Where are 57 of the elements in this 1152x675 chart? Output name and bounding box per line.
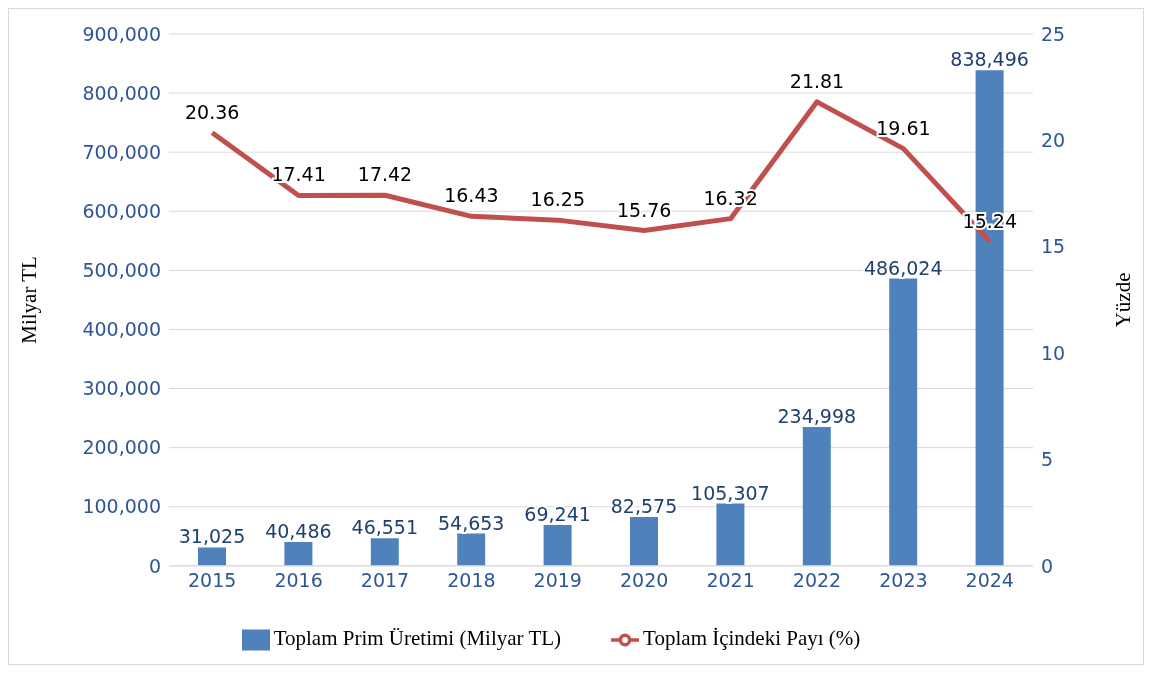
x-tick-label: 2018 <box>447 569 496 592</box>
legend-label: Toplam Prim Üretimi (Milyar TL) <box>273 625 562 650</box>
y2-tick-label: 15 <box>1041 235 1066 258</box>
data-label: 486,024 <box>863 256 943 279</box>
y-tick-label: 500,000 <box>82 259 161 282</box>
data-label: 21.81 <box>789 69 845 92</box>
x-tick-label: 2020 <box>620 569 669 592</box>
y-tick-label: 400,000 <box>82 318 161 341</box>
bar <box>716 503 745 566</box>
data-label: 16.25 <box>530 188 585 211</box>
y2-tick-label: 5 <box>1041 448 1054 471</box>
y-tick-label: 600,000 <box>82 200 161 223</box>
data-label: 105,307 <box>691 481 770 504</box>
x-tick-label: 2017 <box>360 569 410 592</box>
y2-tick-label: 10 <box>1041 341 1066 364</box>
x-tick-label: 2022 <box>792 569 842 592</box>
y2-axis-title: Yüzde <box>1111 272 1136 328</box>
y-tick-label: 300,000 <box>82 377 161 400</box>
data-label: 19.61 <box>876 116 931 139</box>
data-label: 54,653 <box>437 511 505 534</box>
data-label: 17.42 <box>357 163 413 186</box>
data-label: 40,486 <box>265 519 332 542</box>
bar <box>370 538 399 566</box>
data-label: 69,241 <box>524 502 591 525</box>
y2-tick-label: 0 <box>1041 554 1054 577</box>
data-label: 46,551 <box>351 516 419 539</box>
bar <box>543 524 572 566</box>
data-label: 17.41 <box>271 163 326 186</box>
x-tick-label: 2023 <box>879 569 928 592</box>
data-label: 16.43 <box>444 184 499 207</box>
y-tick-label: 100,000 <box>82 495 161 518</box>
x-tick-label: 2019 <box>533 569 582 592</box>
data-label: 15.76 <box>617 198 672 221</box>
x-tick-label: 2024 <box>965 569 1014 592</box>
y-axis-title: Milyar TL <box>17 256 42 344</box>
bar <box>284 541 313 566</box>
data-label: 31,025 <box>178 525 246 548</box>
x-tick-label: 2021 <box>706 569 755 592</box>
bar <box>630 517 658 566</box>
bar <box>198 547 226 566</box>
y-tick-label: 800,000 <box>82 81 161 104</box>
y2-tick-label: 25 <box>1041 22 1066 45</box>
bar <box>457 533 486 566</box>
bar <box>802 426 831 566</box>
data-label: 20.36 <box>185 100 240 123</box>
y-tick-label: 0 <box>148 554 161 577</box>
bar <box>889 278 918 566</box>
data-label: 82,575 <box>610 495 678 518</box>
legend-label: Toplam İçindeki Payı (%) <box>643 625 861 650</box>
x-tick-label: 2016 <box>274 569 323 592</box>
data-label: 838,496 <box>950 48 1029 71</box>
y2-tick-label: 20 <box>1041 129 1066 152</box>
y-tick-label: 700,000 <box>82 140 161 163</box>
data-label: 234,998 <box>777 404 857 427</box>
y-tick-label: 200,000 <box>82 436 161 459</box>
x-tick-label: 2015 <box>188 569 237 592</box>
y-tick-label: 900,000 <box>82 22 161 45</box>
